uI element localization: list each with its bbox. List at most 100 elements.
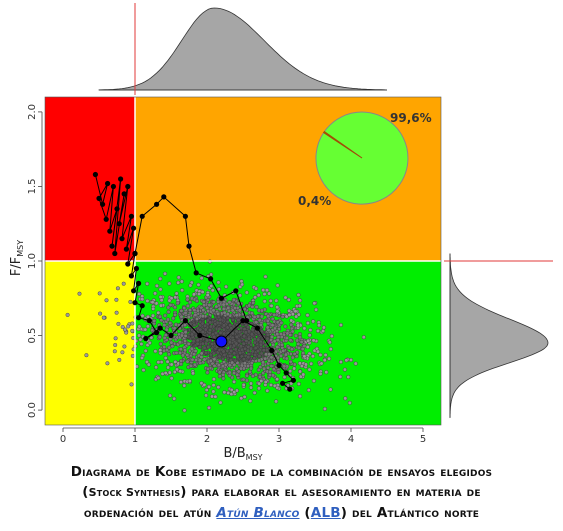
cloud-point — [191, 292, 196, 297]
cloud-point — [221, 349, 226, 354]
cloud-point — [353, 361, 358, 366]
cloud-point — [305, 313, 310, 318]
cloud-point — [139, 342, 144, 347]
cloud-point — [231, 297, 236, 302]
cloud-point — [269, 383, 274, 388]
cloud-point — [269, 334, 274, 339]
trajectory-point — [218, 295, 224, 301]
cloud-point — [84, 353, 89, 358]
cloud-point — [232, 362, 237, 367]
cloud-point — [172, 326, 177, 331]
cloud-point — [296, 323, 301, 328]
cloud-point — [157, 314, 162, 319]
cloud-point — [266, 314, 271, 319]
cloud-point — [230, 375, 235, 380]
cloud-point — [250, 304, 255, 309]
cloud-point — [205, 305, 210, 310]
cloud-point — [250, 327, 255, 332]
species-link[interactable]: Atún Blanco — [216, 505, 300, 521]
cloud-point — [121, 281, 126, 286]
cloud-point — [130, 353, 135, 358]
cloud-point — [253, 346, 258, 351]
trajectory-point — [128, 213, 134, 219]
cloud-point — [265, 336, 270, 341]
cloud-point — [292, 366, 297, 371]
caption-line-3-start: ordenación del atún — [83, 505, 217, 521]
cloud-point — [256, 293, 261, 298]
cloud-point — [141, 368, 146, 373]
cloud-point — [272, 339, 277, 344]
cloud-point — [113, 343, 118, 348]
cloud-point — [249, 332, 254, 337]
cloud-point — [187, 300, 192, 305]
cloud-point — [281, 348, 286, 353]
cloud-point — [237, 308, 242, 313]
cloud-point — [178, 369, 183, 374]
trajectory-point — [131, 225, 137, 231]
cloud-point — [286, 297, 291, 302]
cloud-point — [241, 382, 246, 387]
cloud-point — [293, 309, 298, 314]
cloud-point — [227, 370, 232, 375]
kobe-plot: 99,6% 0,4% 0 1 2 3 4 5 0.0 0.5 1.0 1.5 2.0 B/BMSY F/FM… — [9, 3, 553, 460]
cloud-point — [292, 351, 297, 356]
trajectory-point — [154, 330, 160, 336]
cloud-point — [236, 318, 241, 323]
trajectory-point — [125, 183, 131, 190]
cloud-point — [216, 311, 221, 316]
caption-line-3-end: ) del Atlántico norte — [340, 505, 480, 521]
cloud-point — [296, 345, 301, 350]
trajectory-point — [193, 270, 199, 276]
trajectory-point — [131, 288, 137, 294]
trajectory-point — [244, 318, 250, 324]
trajectory-point — [197, 332, 203, 339]
cloud-point — [200, 314, 205, 319]
cloud-point — [213, 394, 218, 399]
plot-frame — [44, 96, 442, 426]
cloud-point — [159, 298, 164, 303]
cloud-point — [152, 318, 157, 323]
cloud-point — [252, 340, 257, 345]
trajectory-point — [116, 221, 122, 227]
cloud-point — [259, 379, 264, 384]
x-tick-label: 5 — [420, 434, 426, 445]
cloud-point — [230, 317, 235, 322]
cloud-point — [262, 366, 267, 371]
cloud-point — [310, 354, 315, 359]
cloud-point — [252, 337, 257, 342]
cloud-point — [289, 318, 294, 323]
cloud-point — [268, 369, 273, 374]
cloud-point — [263, 356, 268, 361]
cloud-point — [346, 375, 351, 380]
cloud-point — [314, 307, 319, 312]
cloud-point — [217, 354, 222, 359]
cloud-point — [261, 348, 266, 353]
cloud-point — [311, 378, 316, 383]
cloud-point — [327, 356, 332, 361]
cloud-point — [338, 374, 343, 379]
cloud-point — [168, 321, 173, 326]
trajectory-point — [103, 216, 109, 222]
cloud-point — [169, 340, 174, 345]
cloud-point — [253, 295, 258, 300]
cloud-point — [122, 327, 127, 332]
cloud-point — [217, 306, 222, 311]
cloud-point — [158, 303, 163, 308]
cloud-point — [216, 299, 221, 304]
cloud-point — [97, 291, 102, 296]
cloud-point — [204, 388, 209, 393]
cloud-point — [188, 363, 193, 368]
species-code-link[interactable]: ALB — [310, 505, 341, 521]
cloud-point — [234, 313, 239, 318]
trajectory-point — [96, 195, 102, 201]
cloud-point — [289, 322, 294, 327]
trajectory-point — [128, 273, 134, 279]
cloud-point — [197, 345, 202, 350]
cloud-point — [171, 316, 176, 321]
cloud-point — [311, 319, 316, 324]
caption-stock-synthesis: Stock Synthesis — [88, 486, 181, 499]
cloud-point — [258, 322, 263, 327]
cloud-point — [216, 385, 221, 390]
cloud-point — [208, 358, 213, 363]
cloud-point — [288, 369, 293, 374]
